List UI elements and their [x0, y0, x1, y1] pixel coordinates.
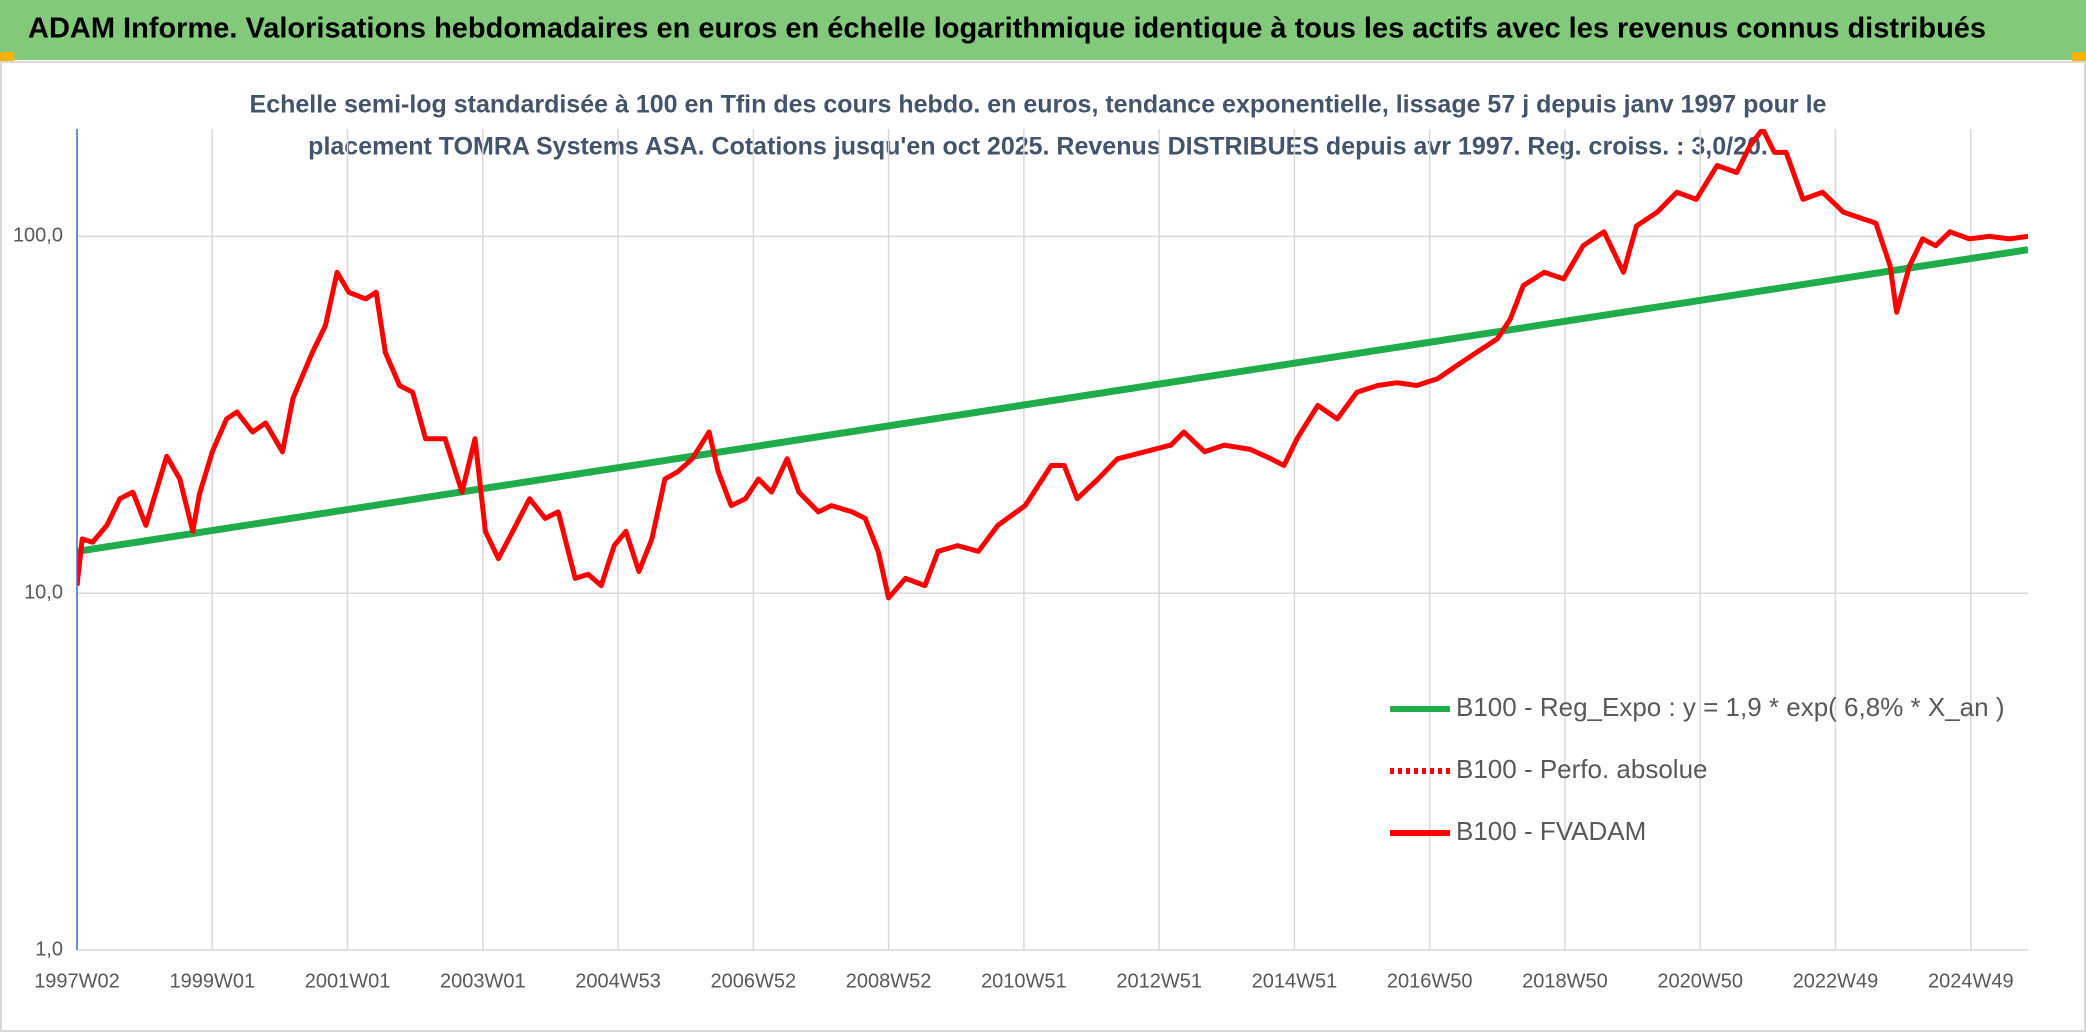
- chart-area: [0, 61, 2086, 1032]
- subtitle: Echelle semi-log standardisée à 100 en T…: [250, 91, 1827, 119]
- subtitle: placement TOMRA Systems ASA. Cotations j…: [308, 133, 1768, 161]
- x-tick-label: 2006W52: [711, 970, 797, 992]
- y-tick-label: 1,0: [35, 938, 63, 960]
- legend-label: B100 - Perfo. absolue: [1456, 754, 1708, 784]
- x-tick-label: 2010W51: [981, 970, 1067, 992]
- x-tick-label: 2012W51: [1116, 970, 1202, 992]
- series-line: [77, 129, 2028, 601]
- title-bar: [0, 0, 2086, 60]
- x-tick-label: 2003W01: [440, 970, 526, 992]
- x-tick-label: 1999W01: [169, 970, 255, 992]
- x-tick-label: 2016W50: [1387, 970, 1473, 992]
- x-tick-label: 2008W52: [846, 970, 932, 992]
- y-tick-label: 100,0: [13, 225, 63, 247]
- x-tick-label: 2024W49: [1928, 970, 2014, 992]
- x-tick-label: 2020W50: [1657, 970, 1743, 992]
- axes: 1,0 10,0 100,0 1997W02 1999W01 2001W01 2003W01…: [13, 129, 2014, 992]
- plot: [77, 129, 2028, 601]
- x-tick-label: 2004W53: [575, 970, 661, 992]
- x-tick-label: 2018W50: [1522, 970, 1608, 992]
- x-tick-label: 2001W01: [305, 970, 391, 992]
- legend-label: B100 - FVADAM: [1456, 816, 1646, 846]
- x-tick-label: 2014W51: [1252, 970, 1338, 992]
- y-tick-label: 10,0: [24, 581, 63, 603]
- legend-label: B100 - Reg_Expo : y = 1,9 * exp( 6,8% * …: [1456, 692, 2005, 722]
- x-tick-label: 1997W02: [34, 970, 120, 992]
- x-tick-label: 2022W49: [1793, 970, 1879, 992]
- legend: B100 - Reg_Expo : y = 1,9 * exp( 6,8% * …: [1390, 692, 2005, 846]
- chart-title: ADAM Informe. Valorisations hebdomadaire…: [28, 13, 1986, 45]
- series-line: [77, 246, 2028, 555]
